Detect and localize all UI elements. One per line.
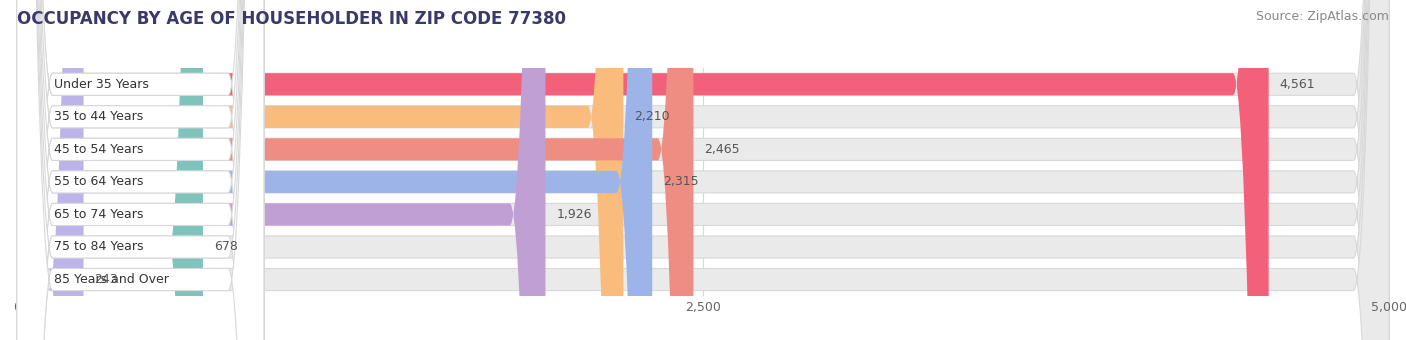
Text: 2,465: 2,465 bbox=[704, 143, 740, 156]
FancyBboxPatch shape bbox=[17, 0, 264, 340]
Text: 65 to 74 Years: 65 to 74 Years bbox=[53, 208, 143, 221]
FancyBboxPatch shape bbox=[17, 0, 83, 340]
Text: 45 to 54 Years: 45 to 54 Years bbox=[53, 143, 143, 156]
FancyBboxPatch shape bbox=[17, 0, 264, 340]
FancyBboxPatch shape bbox=[17, 0, 1389, 340]
FancyBboxPatch shape bbox=[17, 0, 1389, 340]
FancyBboxPatch shape bbox=[17, 0, 693, 340]
Text: 2,315: 2,315 bbox=[664, 175, 699, 188]
FancyBboxPatch shape bbox=[17, 0, 1389, 340]
FancyBboxPatch shape bbox=[17, 0, 546, 340]
FancyBboxPatch shape bbox=[17, 0, 1268, 340]
FancyBboxPatch shape bbox=[17, 0, 264, 340]
Text: 2,210: 2,210 bbox=[634, 110, 671, 123]
FancyBboxPatch shape bbox=[17, 0, 623, 340]
Text: 75 to 84 Years: 75 to 84 Years bbox=[53, 240, 143, 254]
Text: 243: 243 bbox=[94, 273, 118, 286]
FancyBboxPatch shape bbox=[17, 0, 264, 340]
Text: Source: ZipAtlas.com: Source: ZipAtlas.com bbox=[1256, 10, 1389, 23]
Text: OCCUPANCY BY AGE OF HOUSEHOLDER IN ZIP CODE 77380: OCCUPANCY BY AGE OF HOUSEHOLDER IN ZIP C… bbox=[17, 10, 565, 28]
FancyBboxPatch shape bbox=[17, 0, 1389, 340]
Text: Under 35 Years: Under 35 Years bbox=[53, 78, 149, 91]
FancyBboxPatch shape bbox=[17, 0, 1389, 340]
Text: 4,561: 4,561 bbox=[1279, 78, 1315, 91]
Text: 55 to 64 Years: 55 to 64 Years bbox=[53, 175, 143, 188]
Text: 1,926: 1,926 bbox=[557, 208, 592, 221]
FancyBboxPatch shape bbox=[17, 0, 264, 340]
FancyBboxPatch shape bbox=[17, 0, 264, 340]
FancyBboxPatch shape bbox=[17, 0, 1389, 340]
FancyBboxPatch shape bbox=[17, 0, 264, 340]
FancyBboxPatch shape bbox=[17, 0, 202, 340]
Text: 85 Years and Over: 85 Years and Over bbox=[53, 273, 169, 286]
FancyBboxPatch shape bbox=[17, 0, 1389, 340]
Text: 678: 678 bbox=[214, 240, 238, 254]
Text: 35 to 44 Years: 35 to 44 Years bbox=[53, 110, 143, 123]
FancyBboxPatch shape bbox=[17, 0, 652, 340]
